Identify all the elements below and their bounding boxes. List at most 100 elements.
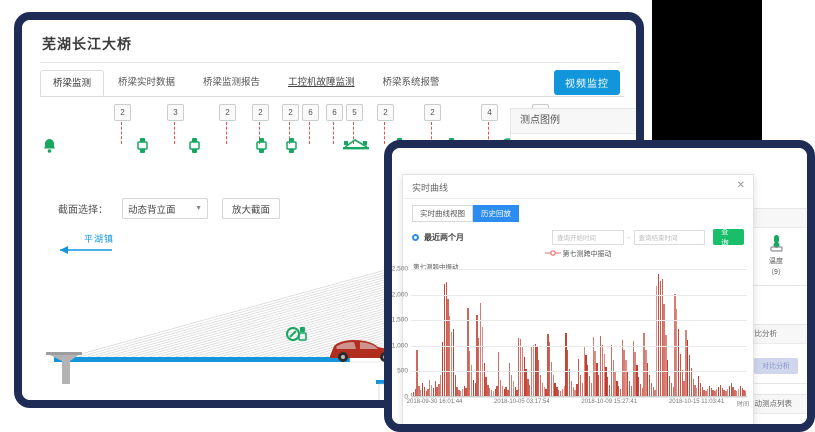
sensor-badge[interactable]: 6 xyxy=(326,104,343,121)
sensor-badge[interactable]: 3 xyxy=(167,104,184,121)
chart-bar xyxy=(668,375,671,396)
sensor-badge[interactable]: 2 xyxy=(114,104,131,121)
recent-two-months-radio[interactable] xyxy=(412,233,419,241)
bell-sensor-icon[interactable] xyxy=(43,138,56,153)
chart-bar xyxy=(570,380,573,396)
chart-bar xyxy=(630,385,633,396)
chart-bar xyxy=(670,382,673,396)
chart-bar xyxy=(416,349,418,396)
chart-bar xyxy=(472,379,475,396)
chart-bar xyxy=(592,337,594,396)
chart-bar xyxy=(681,370,683,396)
enlarge-section-button[interactable]: 放大截面 xyxy=(222,198,281,219)
query-button[interactable]: 查询 xyxy=(713,227,744,247)
sensor-badge[interactable]: 2 xyxy=(377,104,394,121)
chart-bar xyxy=(545,388,547,396)
chart-bar xyxy=(667,360,669,396)
section-select-dropdown[interactable]: 动态背立面 ▼ xyxy=(122,198,208,219)
chart-bar xyxy=(599,335,602,396)
chart-y-tick: 2,000 xyxy=(391,291,408,299)
chart-bar xyxy=(585,355,587,396)
chart-bar xyxy=(603,354,605,396)
chevron-down-icon: ▼ xyxy=(195,205,202,212)
chart-bar xyxy=(621,340,623,396)
sensor-badge[interactable]: 2 xyxy=(219,104,236,121)
sensor-icon[interactable] xyxy=(189,138,200,153)
chart-bar xyxy=(420,389,422,396)
chart-bar xyxy=(507,389,509,396)
bridge-sensor-icon[interactable] xyxy=(343,138,369,153)
chart-bar xyxy=(650,382,653,396)
dialog-tab-1[interactable]: 历史回放 xyxy=(473,205,519,222)
sensor-badge[interactable]: 2 xyxy=(424,104,441,121)
comparison-analysis-header: 对比分析 xyxy=(741,325,807,344)
end-date-input[interactable]: 查询结束时间 xyxy=(633,229,706,245)
chart-bar xyxy=(492,391,495,396)
chart-bar xyxy=(608,384,611,396)
chart-bar xyxy=(659,280,662,396)
chart-bar xyxy=(532,344,534,396)
tab-1[interactable]: 桥梁实时数据 xyxy=(118,77,176,88)
close-icon[interactable]: ✕ xyxy=(736,180,745,191)
chart-bar xyxy=(583,345,585,396)
chart-bar xyxy=(425,391,427,396)
sensor-icon[interactable] xyxy=(286,138,297,153)
sensor-icon[interactable] xyxy=(137,138,148,153)
chart-bar xyxy=(414,388,416,396)
sensor-dash-line xyxy=(174,122,175,144)
chart-bar xyxy=(418,385,420,396)
chart-bar xyxy=(536,345,538,396)
tab-4[interactable]: 桥梁系统报警 xyxy=(382,77,440,88)
chart-bar xyxy=(436,386,438,396)
chart-bar xyxy=(539,374,542,396)
chart-bar xyxy=(461,388,464,396)
sensor-badge[interactable]: 2 xyxy=(252,104,269,121)
chart-bar xyxy=(574,389,576,396)
chart-bar xyxy=(634,351,636,396)
chart-y-tick: 2,500 xyxy=(391,265,408,273)
dialog-tab-0[interactable]: 实时曲线视图 xyxy=(412,205,473,222)
chart-legend[interactable]: 第七测跨中振动 xyxy=(403,249,753,259)
chart-bar xyxy=(438,383,440,396)
chart-x-tick: 2018-10-15 11:03:41 xyxy=(668,399,725,405)
video-monitoring-button[interactable]: 视频监控 xyxy=(554,70,620,95)
chart-bar xyxy=(683,380,685,396)
chart-bar xyxy=(510,374,513,396)
chart-bar xyxy=(516,389,518,396)
start-date-input[interactable]: 查询开始时间 xyxy=(552,229,624,245)
chart-bar xyxy=(470,365,473,396)
sensor-icon[interactable] xyxy=(256,138,267,153)
chart-bar xyxy=(661,279,663,396)
chart-bar xyxy=(456,386,458,396)
tab-0[interactable]: 桥梁监测 xyxy=(40,70,105,96)
sensor-badge[interactable]: 2 xyxy=(282,104,299,121)
legend-label: 第七测跨中振动 xyxy=(562,251,612,258)
chart-bar xyxy=(501,385,504,396)
chart-bar xyxy=(677,329,680,396)
chart-bar xyxy=(445,281,447,396)
comparison-analysis-button[interactable]: 对比分析 xyxy=(754,358,798,374)
legend-panel-header: 测点图例 xyxy=(511,109,636,134)
sensor-badge[interactable]: 4 xyxy=(481,104,498,121)
sensor-badge[interactable]: 5 xyxy=(346,104,363,121)
chart-bar xyxy=(694,384,696,396)
chart-gridline xyxy=(411,371,747,373)
chart-bar xyxy=(610,344,613,396)
pylon-sensor-icon[interactable] xyxy=(286,326,308,346)
tab-2[interactable]: 桥梁监测报告 xyxy=(203,77,261,88)
sensor-badge[interactable]: 6 xyxy=(302,104,319,121)
tab-3[interactable]: 工控机故障监测 xyxy=(288,77,355,88)
chart-bar xyxy=(474,382,476,396)
chart-bar xyxy=(499,379,502,396)
chart-bar xyxy=(514,386,516,396)
chart-bar xyxy=(565,332,567,396)
chart-gridline xyxy=(411,294,747,296)
chart-bar xyxy=(636,365,638,396)
chart-bar xyxy=(658,274,660,396)
chart-bar xyxy=(619,388,622,396)
chart-bar xyxy=(525,369,527,396)
chart-bar xyxy=(739,385,742,396)
car-icon xyxy=(330,340,398,362)
chart-bar xyxy=(572,386,574,396)
chart-bar xyxy=(588,375,591,396)
